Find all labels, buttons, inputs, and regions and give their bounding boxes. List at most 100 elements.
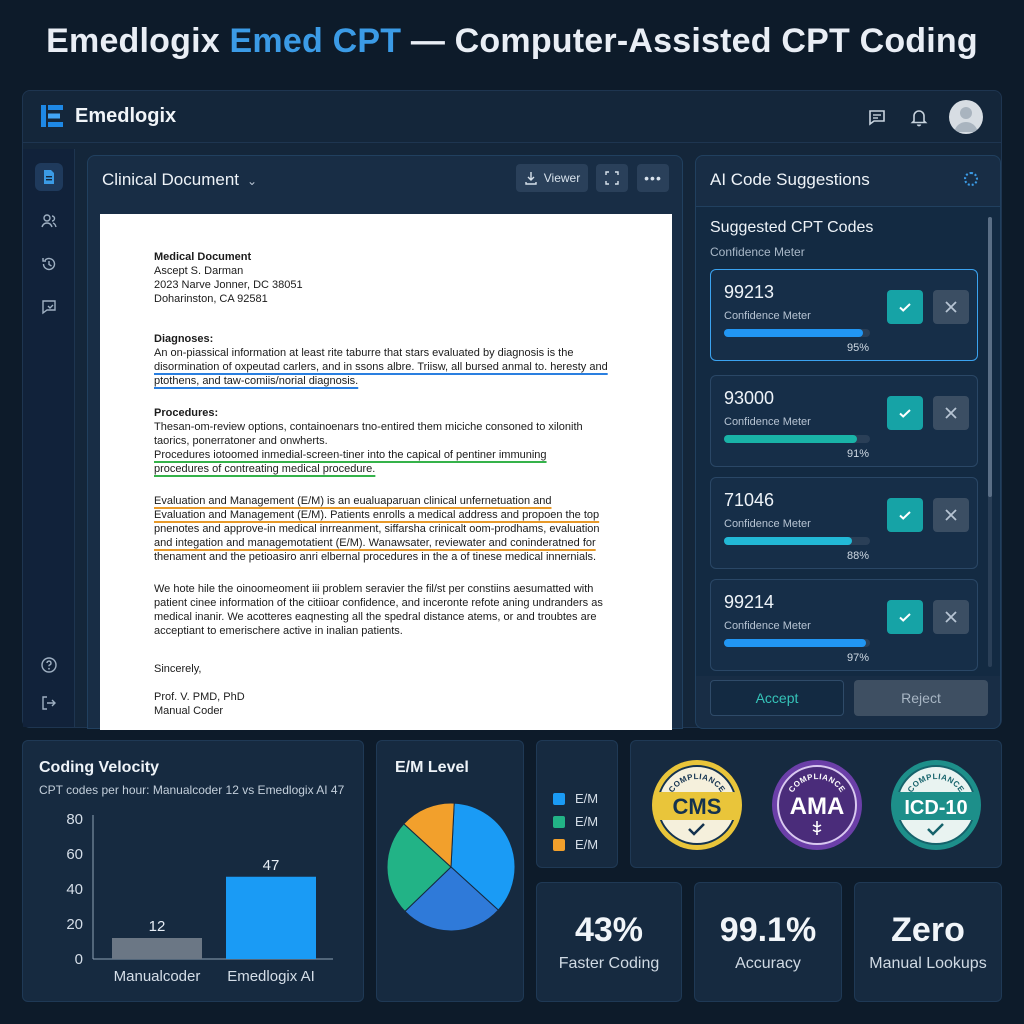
help-icon[interactable] <box>35 651 63 679</box>
legend-item: E/M <box>553 814 598 829</box>
scrollbar[interactable] <box>988 217 992 667</box>
stat-label: Faster Coding <box>558 955 660 972</box>
confidence-label: Confidence Meter <box>724 518 811 530</box>
users-icon[interactable] <box>35 207 63 235</box>
viewer-button[interactable]: Viewer <box>516 164 588 192</box>
procedure-line: Thesan-om-review options, containoenars … <box>154 421 583 433</box>
stat-card: 43% Faster Coding <box>536 882 682 1002</box>
procedure-line: procedures of contreating medical proced… <box>154 463 376 475</box>
pie-slice <box>403 802 455 869</box>
reject-code-button[interactable] <box>933 396 969 430</box>
bar-value-label: 47 <box>263 857 280 874</box>
diagnosis-line: disormination of oxpeutad carlers, and i… <box>154 361 608 373</box>
avatar-person-icon <box>954 107 978 132</box>
reject-code-button[interactable] <box>933 290 969 324</box>
velocity-title: Coding Velocity <box>39 759 160 776</box>
confidence-bar <box>724 639 870 647</box>
code-card[interactable]: 71046 Confidence Meter 88% <box>710 477 978 569</box>
sidebar <box>23 149 75 727</box>
check-icon <box>899 303 911 312</box>
check-icon <box>899 409 911 418</box>
ama-seal-icon: COMPLIANCE AMA <box>772 760 862 850</box>
em-level-title: E/M Level <box>395 759 469 776</box>
fullscreen-button[interactable] <box>596 164 628 192</box>
cpt-code: 99213 <box>724 282 775 302</box>
y-tick-label: 80 <box>66 811 83 828</box>
close-icon <box>945 301 957 313</box>
body-line: acceptiant to emerischere active in inal… <box>154 625 403 637</box>
y-tick-label: 20 <box>66 916 83 933</box>
accept-code-button[interactable] <box>887 498 923 532</box>
pie-slice <box>386 823 452 913</box>
message-icon[interactable] <box>865 105 889 129</box>
close-icon <box>945 407 957 419</box>
cms-seal-icon: COMPLIANCE CMS <box>652 760 742 850</box>
y-tick-label: 40 <box>66 881 83 898</box>
compliance-card: COMPLIANCE CMS COMPLIANCE AMA COMPLIANCE… <box>630 740 1002 868</box>
body-line: patient cinee information of the citiioa… <box>154 597 603 609</box>
legend-label: E/M <box>575 791 599 806</box>
close-icon <box>945 611 957 623</box>
clinical-document-title: Clinical Document <box>102 170 239 189</box>
history-icon[interactable] <box>35 250 63 278</box>
check-icon <box>899 613 911 622</box>
accept-code-button[interactable] <box>887 290 923 324</box>
code-card[interactable]: 93000 Confidence Meter 91% <box>710 375 978 467</box>
confidence-percent: 88% <box>846 550 869 562</box>
confidence-fill <box>724 639 866 647</box>
stat-card: Zero Manual Lookups <box>854 882 1002 1002</box>
bar <box>112 938 202 959</box>
confidence-bar <box>724 435 870 443</box>
viewer-label: Viewer <box>543 171 581 185</box>
bar <box>226 876 316 959</box>
y-tick-label: 0 <box>75 951 83 968</box>
x-tick-label: Emedlogix AI <box>227 968 315 985</box>
document-icon[interactable] <box>35 163 63 191</box>
logout-icon[interactable] <box>35 689 63 717</box>
em-line: Evaluation and Management (E/M) is an eu… <box>154 495 552 507</box>
banner-title: Emedlogix Emed CPT — Computer-Assisted C… <box>0 22 1024 72</box>
accept-code-button[interactable] <box>887 396 923 430</box>
reject-code-button[interactable] <box>933 498 969 532</box>
cpt-code: 71046 <box>724 490 775 510</box>
app-window: Emedlogix <box>22 90 1002 730</box>
em-line: Evaluation and Management (E/M). Patient… <box>154 509 600 521</box>
compliance-seals: COMPLIANCE CMS COMPLIANCE AMA COMPLIANCE… <box>652 760 981 850</box>
velocity-bar-chart: 0 20 40 60 80 12 Manualcoder 47 Emedlogix AI <box>66 811 333 985</box>
clinical-document-dropdown[interactable]: Clinical Document ⌄ <box>102 170 257 190</box>
stat-value: Zero <box>891 911 965 949</box>
confidence-percent: 97% <box>846 652 869 664</box>
scroll-thumb[interactable] <box>988 217 992 497</box>
confidence-fill <box>724 329 863 337</box>
more-button[interactable]: ••• <box>637 164 669 192</box>
code-card[interactable]: 99214 Confidence Meter 97% <box>710 579 978 671</box>
em-line: and integation and managemotatient (E/M)… <box>154 537 596 549</box>
code-card[interactable]: 99213 Confidence Meter 95% <box>710 269 978 361</box>
top-bar: Emedlogix <box>23 91 1001 143</box>
bell-icon[interactable] <box>907 105 931 129</box>
body-line: medical inanir. We acotteres eaqnesting … <box>154 611 597 623</box>
suggested-codes-title: Suggested CPT Codes <box>710 219 874 236</box>
avatar[interactable] <box>949 100 983 134</box>
expand-icon <box>605 171 619 185</box>
emedlogix-logo-icon <box>41 105 63 127</box>
closing: Sincerely, <box>154 663 202 675</box>
accept-code-button[interactable] <box>887 600 923 634</box>
legend-swatch <box>553 815 565 828</box>
pie-slice <box>404 866 500 932</box>
doc-heading: Medical Document <box>154 251 252 263</box>
cpt-code: 99214 <box>724 592 775 612</box>
accept-button[interactable]: Accept <box>710 680 844 716</box>
download-icon <box>525 172 537 185</box>
stat-value: 43% <box>574 911 644 949</box>
confidence-label: Confidence Meter <box>724 310 811 322</box>
chat-icon[interactable] <box>35 293 63 321</box>
reject-button[interactable]: Reject <box>854 680 988 716</box>
chevron-down-icon: ⌄ <box>247 174 258 188</box>
stat-label: Accuracy <box>735 955 801 972</box>
icd10-seal-icon: COMPLIANCE ICD-10 <box>891 760 981 850</box>
em-level-pie-chart <box>386 802 516 932</box>
seal-label: CMS <box>673 794 722 819</box>
reject-code-button[interactable] <box>933 600 969 634</box>
diagnoses-heading: Diagnoses: <box>154 333 214 345</box>
